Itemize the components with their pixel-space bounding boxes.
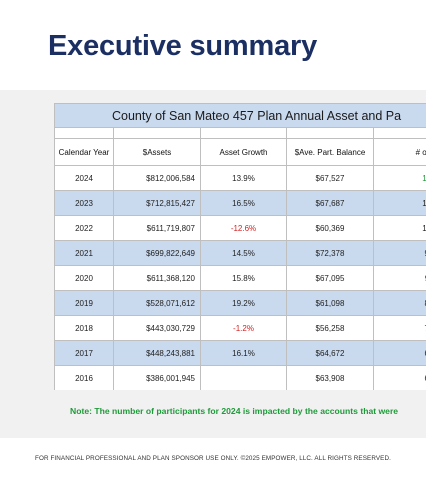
cell-participants: 7,875 [372,315,426,341]
cell-participants: 9,669 [372,240,426,266]
cell-participants: 6,931 [372,340,426,366]
cell-avg-balance: $63,908 [286,365,374,390]
cell-participants: 12,025 [372,165,426,191]
cell-year: 2016 [54,365,114,390]
cell-year: 2017 [54,340,114,366]
cell-avg-balance: $67,527 [286,165,374,191]
cell-asset-growth: 16.5% [200,190,287,216]
cell-asset-growth: 19.2% [200,290,287,316]
cell-asset-growth: 15.8% [200,265,287,291]
cell-avg-balance: $67,095 [286,265,374,291]
table-row: 2018$443,030,729-1.2%$56,2587,875 [54,315,426,341]
cell-asset-growth: 13.9% [200,165,287,191]
cell-year: 2022 [54,215,114,241]
footer-disclaimer: FOR FINANCIAL PROFESSIONAL AND PLAN SPON… [35,455,391,462]
cell-assets: $448,243,881 [113,340,201,366]
cell-year: 2020 [54,265,114,291]
cell-avg-balance: $64,672 [286,340,374,366]
cell-year: 2024 [54,165,114,191]
spacer-row [54,127,426,139]
cell-year: 2023 [54,190,114,216]
cell-participants: 10,133 [372,215,426,241]
cell-avg-balance: $60,369 [286,215,374,241]
cell-avg-balance: $67,687 [286,190,374,216]
cell-asset-growth: -1.2% [200,315,287,341]
header-assets: $Assets [113,138,201,166]
cell-assets: $712,815,427 [113,190,201,216]
header-participants: # of Partici [372,138,426,166]
cell-asset-growth: 16.1% [200,340,287,366]
table-row: 2022$611,719,807-12.6%$60,36910,133 [54,215,426,241]
cell-participants: 6,040 [372,365,426,390]
cell-participants: 9,112 [372,265,426,291]
cell-year: 2018 [54,315,114,341]
cell-assets: $386,001,945 [113,365,201,390]
footnote: Note: The number of participants for 202… [70,406,399,416]
cell-participants: 8,643 [372,290,426,316]
cell-year: 2019 [54,290,114,316]
cell-asset-growth [200,365,287,390]
cell-asset-growth: -12.6% [200,215,287,241]
cell-assets: $611,719,807 [113,215,201,241]
header-calendar-year: Calendar Year [54,138,114,166]
cell-assets: $699,822,649 [113,240,201,266]
asset-participation-table: County of San Mateo 457 Plan Annual Asse… [54,103,426,390]
cell-participants: 10,531 [372,190,426,216]
cell-avg-balance: $56,258 [286,315,374,341]
cell-assets: $812,006,584 [113,165,201,191]
header-row: Calendar Year $Assets Asset Growth $Ave.… [54,138,426,166]
table-container: County of San Mateo 457 Plan Annual Asse… [54,103,426,390]
table-row: 2016$386,001,945 $63,9086,040 [54,365,426,390]
cell-year: 2021 [54,240,114,266]
cell-assets: $611,368,120 [113,265,201,291]
cell-assets: $443,030,729 [113,315,201,341]
header-asset-growth: Asset Growth [200,138,287,166]
cell-avg-balance: $61,098 [286,290,374,316]
cell-avg-balance: $72,378 [286,240,374,266]
page-title: Executive summary [48,30,318,62]
header-avg-part-balance: $Ave. Part. Balance [286,138,374,166]
cell-asset-growth: 14.5% [200,240,287,266]
table-caption: County of San Mateo 457 Plan Annual Asse… [54,103,426,128]
cell-assets: $528,071,612 [113,290,201,316]
